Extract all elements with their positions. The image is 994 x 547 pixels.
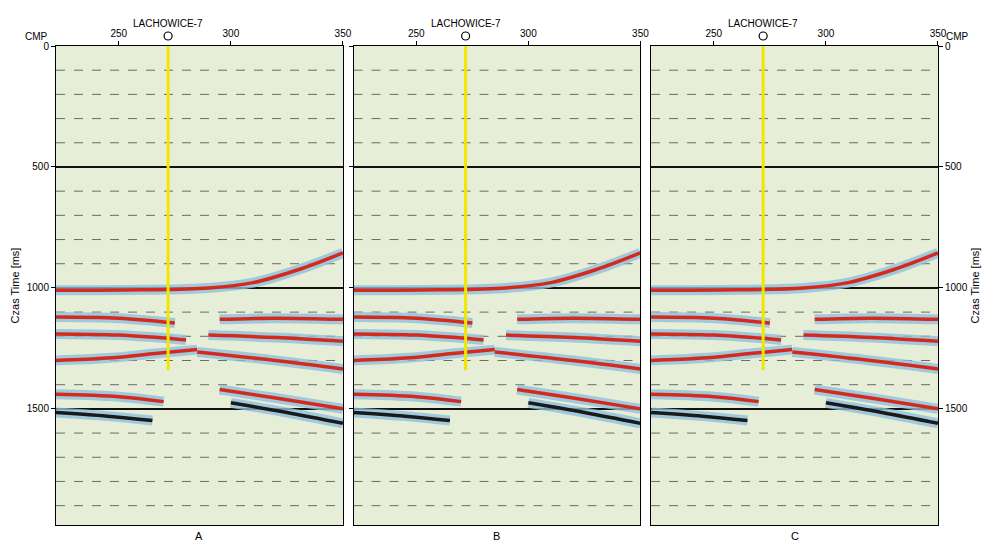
- svg-text:A: A: [195, 530, 203, 542]
- svg-text:0: 0: [43, 41, 49, 52]
- svg-text:CMP: CMP: [25, 31, 48, 42]
- svg-text:250: 250: [408, 28, 425, 39]
- svg-text:LACHOWICE-7: LACHOWICE-7: [728, 18, 798, 29]
- svg-text:LACHOWICE-7: LACHOWICE-7: [431, 18, 501, 29]
- svg-text:300: 300: [520, 28, 537, 39]
- svg-text:500: 500: [32, 161, 49, 172]
- svg-text:LACHOWICE-7: LACHOWICE-7: [133, 18, 203, 29]
- svg-text:B: B: [493, 530, 500, 542]
- svg-text:350: 350: [335, 28, 352, 39]
- svg-text:250: 250: [110, 28, 127, 39]
- svg-text:C: C: [791, 530, 799, 542]
- svg-text:350: 350: [632, 28, 649, 39]
- svg-text:300: 300: [223, 28, 240, 39]
- svg-text:250: 250: [705, 28, 722, 39]
- svg-text:1000: 1000: [945, 282, 968, 293]
- svg-text:350: 350: [930, 28, 947, 39]
- svg-text:1000: 1000: [27, 282, 50, 293]
- svg-text:Czas Time [ms]: Czas Time [ms]: [969, 248, 981, 324]
- svg-text:CMP: CMP: [946, 31, 969, 42]
- svg-text:1500: 1500: [27, 403, 50, 414]
- svg-text:Czas Time [ms]: Czas Time [ms]: [9, 248, 21, 324]
- svg-text:500: 500: [945, 161, 962, 172]
- svg-text:0: 0: [945, 41, 951, 52]
- svg-text:1500: 1500: [945, 403, 968, 414]
- svg-text:300: 300: [818, 28, 835, 39]
